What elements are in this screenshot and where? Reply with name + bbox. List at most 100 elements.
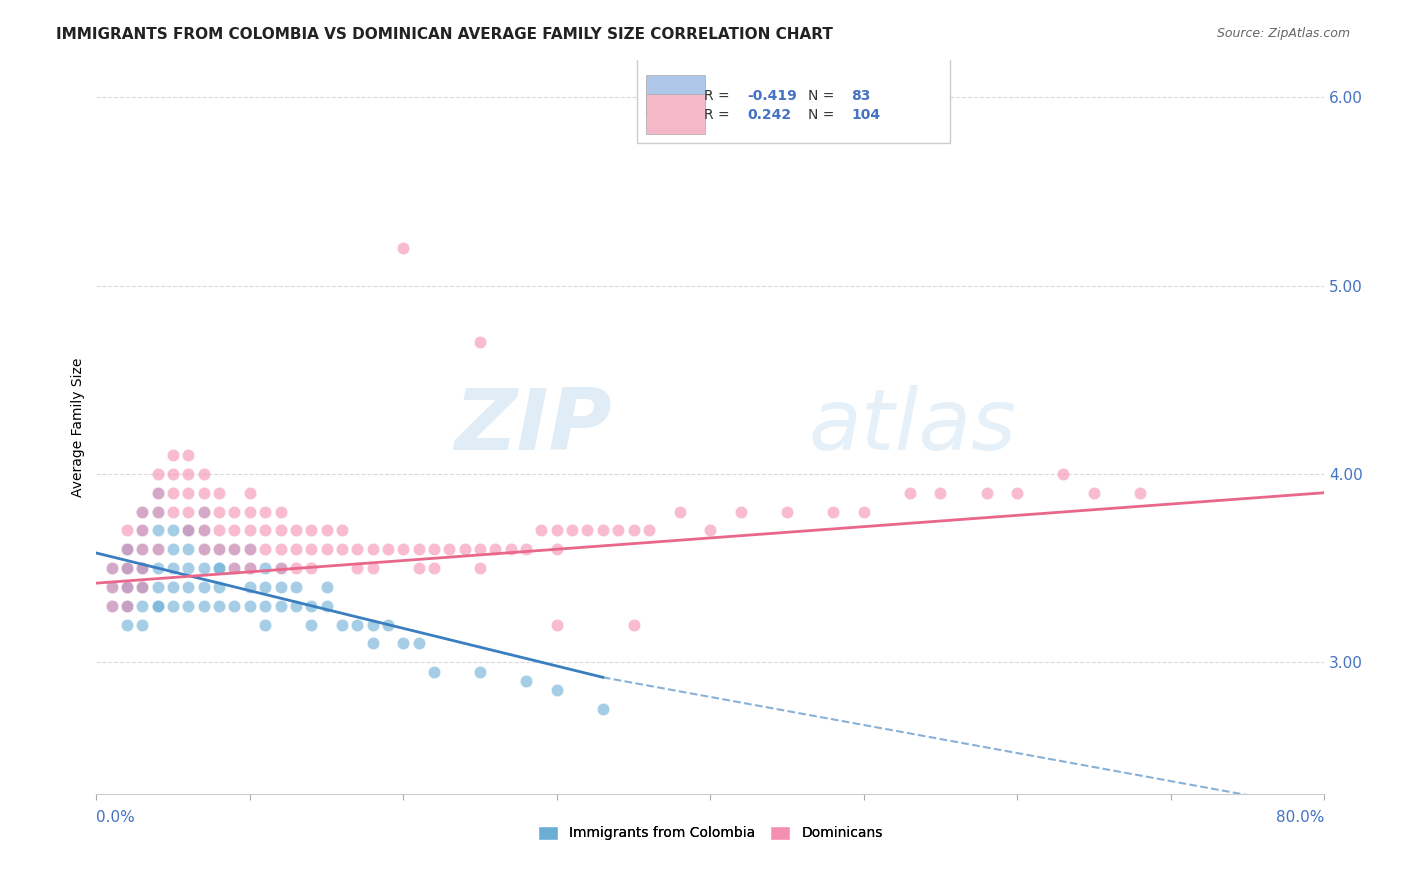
Point <box>193 561 215 575</box>
Point <box>392 636 415 650</box>
Point <box>284 542 307 557</box>
Point <box>330 524 353 538</box>
Point <box>177 505 200 519</box>
Point <box>162 580 184 594</box>
Point <box>607 524 630 538</box>
Point <box>346 617 368 632</box>
Text: 83: 83 <box>852 88 870 103</box>
Point <box>208 485 231 500</box>
Point <box>208 542 231 557</box>
Point <box>100 599 122 613</box>
Point <box>131 542 153 557</box>
Point <box>115 542 138 557</box>
Legend: Immigrants from Colombia, Dominicans: Immigrants from Colombia, Dominicans <box>531 820 889 846</box>
Point <box>100 561 122 575</box>
Point <box>115 561 138 575</box>
Point <box>193 505 215 519</box>
Point <box>898 485 921 500</box>
Point <box>254 524 277 538</box>
Y-axis label: Average Family Size: Average Family Size <box>72 357 86 497</box>
Point <box>468 335 491 350</box>
Point <box>284 524 307 538</box>
Point <box>546 524 568 538</box>
Text: ZIP: ZIP <box>454 385 612 468</box>
Point <box>193 524 215 538</box>
Point <box>224 524 246 538</box>
Point <box>330 542 353 557</box>
Point <box>115 542 138 557</box>
Point <box>131 542 153 557</box>
Point <box>315 599 337 613</box>
Point <box>162 524 184 538</box>
Point <box>193 524 215 538</box>
Point <box>115 580 138 594</box>
Point <box>468 561 491 575</box>
Point <box>239 561 262 575</box>
FancyBboxPatch shape <box>647 95 706 134</box>
FancyBboxPatch shape <box>647 75 706 115</box>
Point <box>408 542 430 557</box>
Point <box>515 674 537 689</box>
Point <box>131 580 153 594</box>
Text: Source: ZipAtlas.com: Source: ZipAtlas.com <box>1216 27 1350 40</box>
Text: N =: N = <box>808 88 839 103</box>
Point <box>131 561 153 575</box>
Point <box>1129 485 1152 500</box>
Point <box>377 617 399 632</box>
Point <box>546 683 568 698</box>
Point <box>146 561 169 575</box>
Point <box>299 599 322 613</box>
Point <box>239 524 262 538</box>
Point <box>254 561 277 575</box>
Point <box>561 524 583 538</box>
Point <box>270 561 292 575</box>
Point <box>208 599 231 613</box>
Point <box>177 485 200 500</box>
Point <box>146 580 169 594</box>
Point <box>239 561 262 575</box>
Text: 0.242: 0.242 <box>747 108 792 121</box>
Point <box>392 542 415 557</box>
Point <box>131 561 153 575</box>
Point <box>423 665 446 679</box>
Point <box>454 542 477 557</box>
Point <box>177 542 200 557</box>
Point <box>423 561 446 575</box>
Point <box>515 542 537 557</box>
Point <box>270 580 292 594</box>
Point <box>254 505 277 519</box>
Point <box>439 542 461 557</box>
Point <box>162 485 184 500</box>
Point <box>239 485 262 500</box>
Point <box>484 542 506 557</box>
Point <box>299 542 322 557</box>
Point <box>146 524 169 538</box>
Point <box>208 542 231 557</box>
Point <box>162 599 184 613</box>
Point <box>208 561 231 575</box>
Point <box>100 580 122 594</box>
Point <box>115 580 138 594</box>
Point <box>177 467 200 481</box>
Text: 80.0%: 80.0% <box>1275 810 1324 825</box>
Point <box>131 580 153 594</box>
Point <box>162 542 184 557</box>
Point <box>115 542 138 557</box>
Text: R =: R = <box>704 108 734 121</box>
Point <box>177 599 200 613</box>
Point <box>592 702 614 716</box>
Point <box>1083 485 1105 500</box>
Point <box>115 617 138 632</box>
Point <box>315 542 337 557</box>
Point <box>284 599 307 613</box>
Point <box>131 617 153 632</box>
Point <box>162 448 184 462</box>
Point <box>1005 485 1028 500</box>
Point <box>115 524 138 538</box>
Point <box>361 636 384 650</box>
Point <box>254 599 277 613</box>
Point <box>821 505 844 519</box>
Point <box>929 485 952 500</box>
Point <box>131 561 153 575</box>
Point <box>699 524 721 538</box>
